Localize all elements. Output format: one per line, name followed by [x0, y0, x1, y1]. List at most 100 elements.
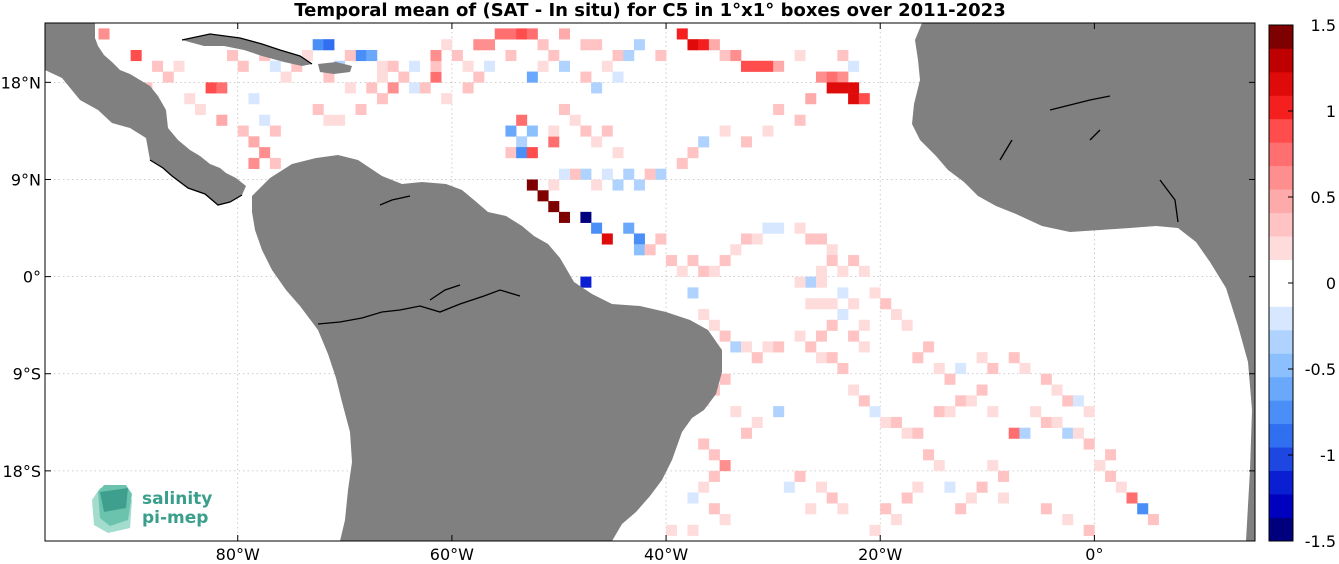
data-cell [762, 125, 774, 137]
data-cell [216, 114, 228, 126]
data-cell [773, 222, 785, 234]
data-cell [355, 49, 367, 62]
data-cell [526, 179, 538, 191]
data-cell [644, 168, 656, 180]
data-cell [323, 71, 335, 83]
data-cell [880, 298, 892, 310]
data-cell [1062, 395, 1074, 407]
data-cell [441, 93, 453, 105]
data-cell [644, 244, 656, 256]
plot-frame [44, 22, 1256, 542]
land-north-america [45, 23, 246, 205]
data-cell [815, 298, 827, 310]
colorbar-tick-label: -1.5 [1305, 532, 1336, 551]
data-cell [837, 49, 849, 62]
data-cell [826, 319, 838, 331]
data-cell [237, 60, 249, 72]
map-plot-area [45, 23, 1255, 541]
colorbar-tick-label: 1.5 [1311, 16, 1336, 35]
data-cell [269, 125, 281, 137]
data-cell [944, 406, 956, 418]
data-cell [730, 244, 742, 256]
data-cell [558, 168, 570, 180]
data-cell [569, 168, 581, 180]
data-cell [237, 125, 249, 137]
data-cell [623, 49, 635, 62]
data-cell [548, 179, 560, 191]
data-cell [462, 82, 474, 94]
data-cell [676, 28, 688, 40]
colorbar-tick-label: 0.5 [1311, 188, 1336, 207]
data-cell [655, 233, 667, 245]
data-cell [858, 319, 870, 331]
data-cell [1083, 524, 1095, 536]
data-cell [794, 114, 806, 126]
data-cell [312, 103, 324, 116]
y-tick-label: 9°N [11, 170, 41, 189]
data-cell [516, 114, 528, 126]
data-cell [955, 395, 967, 407]
data-cell [741, 341, 753, 353]
data-cell [430, 60, 442, 72]
data-cell [933, 362, 945, 375]
data-cell [965, 395, 977, 407]
colorbar-tick-label: -1 [1320, 446, 1336, 465]
data-cell [569, 114, 581, 126]
data-cell [708, 470, 720, 482]
data-cell [708, 265, 720, 277]
data-cell [890, 308, 902, 321]
river-africa-3 [1089, 129, 1101, 141]
data-cell [687, 255, 699, 267]
colorbar-segment [1269, 283, 1293, 307]
data-cell [730, 341, 742, 353]
data-cell [912, 427, 924, 439]
colorbar-segment [1269, 48, 1293, 73]
data-cell [344, 82, 356, 94]
data-cell [301, 49, 313, 62]
colorbar-segment [1269, 517, 1293, 542]
data-cell [387, 82, 399, 94]
data-cell [580, 125, 592, 137]
data-cell [933, 406, 945, 418]
data-cell [516, 136, 528, 148]
river-senegal [999, 139, 1013, 161]
data-cell [837, 71, 849, 83]
colorbar-segment [1269, 447, 1293, 472]
data-cell [291, 60, 303, 72]
x-tick-label: 80°W [216, 545, 260, 564]
data-cell [869, 287, 881, 299]
data-cell [805, 503, 817, 515]
data-cell [430, 71, 442, 83]
data-cell [1008, 352, 1020, 364]
data-cell [698, 438, 710, 450]
data-cell [580, 211, 592, 223]
data-cell [227, 49, 239, 62]
data-cell [633, 39, 645, 51]
data-cell [687, 287, 699, 299]
colorbar-segment [1269, 236, 1293, 260]
data-cell [933, 460, 945, 472]
data-cell [548, 125, 560, 137]
data-cell [676, 157, 688, 169]
data-cell [837, 82, 849, 94]
data-cell [708, 503, 720, 515]
data-cell [751, 60, 763, 72]
colorbar-segment [1269, 470, 1293, 495]
coast-cuba [181, 33, 313, 65]
data-cell [719, 330, 731, 342]
data-cell [526, 71, 538, 83]
data-cell [794, 49, 806, 62]
data-cell [719, 255, 731, 267]
data-cell [526, 125, 538, 137]
data-cell [580, 276, 592, 288]
data-cell [376, 71, 388, 83]
data-cell [409, 82, 421, 94]
colorbar-segment [1269, 376, 1293, 401]
data-cell [987, 362, 999, 375]
data-cell [837, 503, 849, 515]
logo-wave-layer-2 [100, 488, 128, 512]
data-cell [826, 298, 838, 310]
data-cell [794, 330, 806, 342]
data-cell [548, 201, 560, 213]
